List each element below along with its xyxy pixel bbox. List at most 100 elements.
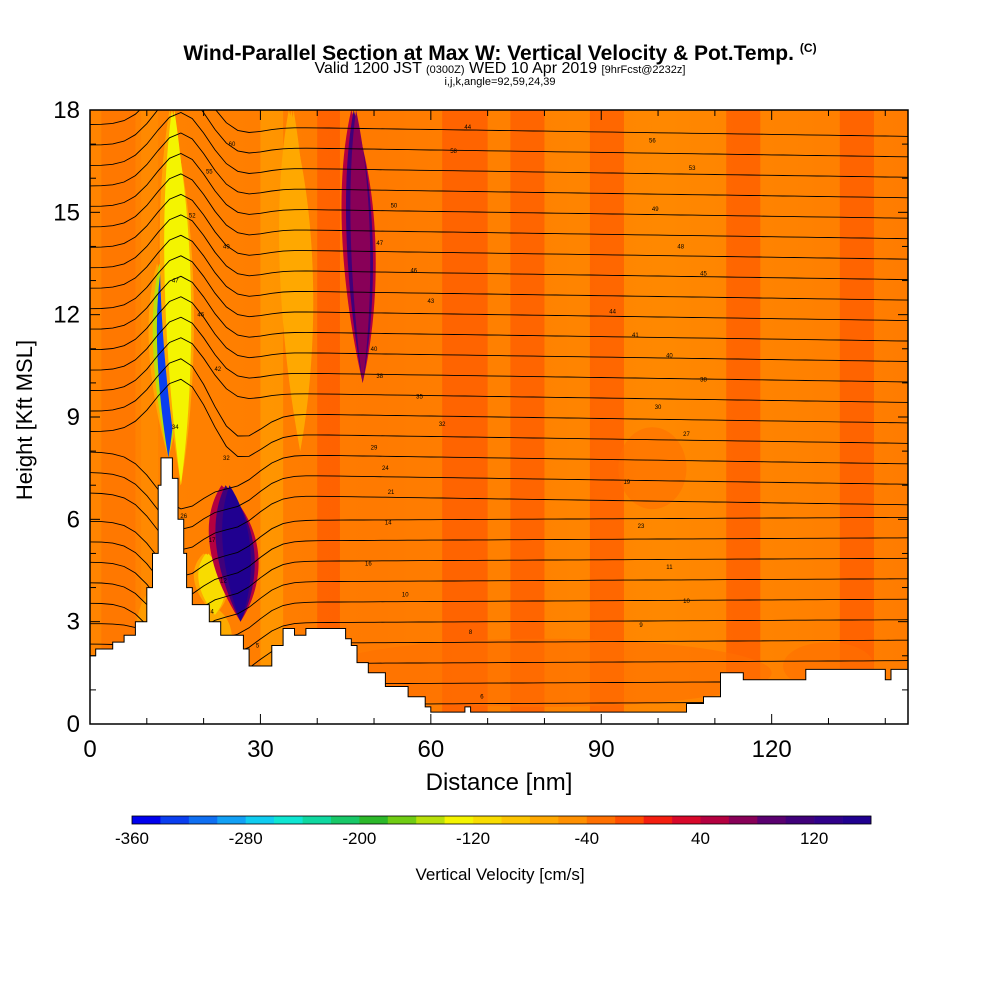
- isentrope-line: [90, 296, 908, 362]
- isentrope-label: 56: [649, 139, 656, 145]
- isentrope-label: 12: [220, 579, 227, 585]
- colorbar-tick-label: -120: [456, 829, 490, 848]
- texture-patch: [317, 638, 772, 707]
- colorbar-swatch: [132, 816, 161, 824]
- isentrope-line: [90, 112, 908, 178]
- texture-streak: [260, 110, 284, 724]
- colorbar-swatch: [359, 816, 389, 824]
- isentrope-labels: 4460585653555049524748494645474344464140…: [172, 125, 708, 701]
- x-tick-label: 90: [588, 736, 615, 763]
- isentrope-label: 47: [172, 279, 179, 285]
- y-tick-label: 3: [67, 609, 80, 636]
- isentrope-label: 50: [391, 204, 398, 210]
- isentrope-line: [90, 358, 908, 437]
- colorbar-swatch: [387, 816, 417, 824]
- isentrope-line: [90, 578, 908, 639]
- isentrope-label: 35: [416, 395, 423, 401]
- chart-title: Wind-Parallel Section at Max W: Vertical…: [0, 36, 1000, 66]
- isentrope-line: [90, 214, 908, 281]
- isentrope-label: 58: [450, 149, 457, 155]
- chart-title-text: Wind-Parallel Section at Max W: Vertical…: [183, 42, 794, 65]
- isentrope-line: [90, 275, 908, 342]
- plot-field: 4460585653555049524748494645474344464140…: [90, 110, 908, 724]
- colorbar-swatch: [245, 816, 275, 824]
- colorbar-swatch: [330, 816, 360, 824]
- colorbar-swatch: [700, 816, 730, 824]
- y-tick-label: 15: [53, 199, 80, 226]
- x-tick-label: 0: [83, 736, 96, 763]
- colorbar-swatch: [302, 816, 332, 824]
- isentrope-label: 49: [223, 244, 230, 250]
- colorbar-tick-label: -40: [574, 829, 599, 848]
- copyright-mark: (C): [799, 41, 817, 55]
- isentrope-label: 43: [427, 299, 434, 305]
- texture-patch: [618, 427, 687, 510]
- isentrope-line: [90, 153, 908, 219]
- isentrope-label: 55: [206, 169, 213, 175]
- isentrope-line: [90, 193, 908, 260]
- terrain: [90, 457, 908, 724]
- colorbar-swatch: [529, 816, 559, 824]
- y-tick-label: 9: [67, 404, 80, 431]
- isentrope-line: [90, 255, 908, 322]
- isentrope-label: 49: [652, 207, 659, 213]
- x-axis: 0 30 60 90 120: [83, 110, 886, 763]
- isentrope-label: 60: [229, 142, 236, 148]
- isentrope-label: 44: [609, 309, 616, 315]
- texture-streak: [101, 110, 136, 724]
- isentrope-line: [90, 557, 908, 618]
- isentrope-line: [90, 110, 908, 137]
- isentrope-label: 40: [371, 347, 378, 353]
- colorbar-tick-label: 40: [691, 829, 710, 848]
- x-axis-label: Distance [nm]: [426, 769, 573, 796]
- isentrope-label: 38: [376, 374, 383, 380]
- valid-date: WED 10 Apr 2019: [469, 60, 598, 77]
- isentrope-label: 26: [180, 514, 187, 520]
- y-tick-label: 0: [67, 711, 80, 738]
- isentrope-label: 6: [480, 695, 484, 701]
- colorbar-swatch: [728, 816, 758, 824]
- isentrope-label: 48: [677, 244, 684, 250]
- colorbar-swatch: [188, 816, 218, 824]
- colorbar-swatch: [643, 816, 673, 824]
- isentrope-label: 19: [623, 480, 630, 486]
- isentrope-label: 14: [385, 521, 392, 527]
- colorbar-swatch: [672, 816, 701, 824]
- isentrope-label: 5: [256, 644, 260, 650]
- isentrope-line: [90, 472, 908, 530]
- isentrope-label: 4: [210, 609, 214, 615]
- colorbar-tick-label: -280: [229, 829, 263, 848]
- texture-streak: [589, 110, 624, 724]
- colorbar-swatch: [558, 816, 588, 824]
- chart-subtitle: Valid 1200 JST (0300Z) WED 10 Apr 2019 […: [0, 60, 1000, 79]
- valid-time: Valid 1200 JST: [314, 60, 422, 77]
- colorbar-swatch: [217, 816, 246, 824]
- isentrope-label: 9: [639, 623, 643, 629]
- grid-indices: i,j,k,angle=92,59,24,39: [444, 76, 556, 88]
- colorbar-swatch: [274, 816, 303, 824]
- isentrope-line: [90, 516, 908, 577]
- colorbar-swatch: [444, 816, 474, 824]
- isentrope-label: 8: [469, 630, 473, 636]
- isentrope-line: [90, 378, 908, 457]
- y-tick-label: 18: [53, 97, 80, 124]
- isentrope-label: 47: [376, 241, 383, 247]
- velocity-contour: [350, 110, 371, 383]
- isentrope-label: 23: [638, 524, 645, 530]
- isentrope-label: 41: [632, 333, 639, 339]
- colorbar-swatch: [615, 816, 644, 824]
- colorbar-frame: [131, 815, 872, 825]
- isentrope-label: 29: [371, 446, 378, 452]
- isentrope-label: 53: [689, 166, 696, 172]
- x-tick-label: 120: [752, 736, 792, 763]
- isentrope-label: 34: [172, 425, 179, 431]
- isentrope-label: 52: [189, 214, 196, 220]
- isentrope-line: [90, 492, 908, 551]
- velocity-contour: [287, 110, 308, 452]
- isentrope-line: [90, 110, 908, 158]
- isentrope-line: [90, 537, 908, 598]
- colorbar-label: Vertical Velocity [cm/s]: [415, 865, 584, 884]
- colorbar-tick-label: 120: [800, 829, 828, 848]
- colorbar-swatch: [160, 816, 190, 824]
- y-axis-label: Height [Kft MSL]: [12, 340, 37, 500]
